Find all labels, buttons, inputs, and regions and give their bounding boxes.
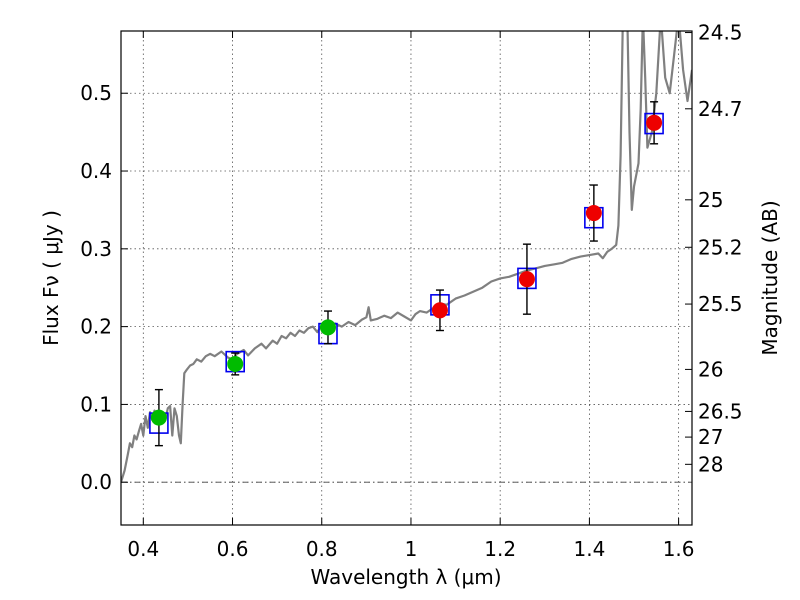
x-tick-label: 1.6 [663, 537, 695, 561]
x-tick-label: 1.2 [484, 537, 516, 561]
y-tick-label: 0.5 [80, 81, 112, 105]
observed-point [150, 409, 167, 426]
right-tick-label: 25 [698, 188, 723, 212]
observed-point [319, 319, 336, 336]
y-tick-label: 0.2 [80, 315, 112, 339]
right-axis-title: Magnitude (AB) [758, 200, 782, 355]
right-tick-label: 25.2 [698, 235, 743, 259]
observed-point [227, 355, 244, 372]
y-tick-label: 0.0 [80, 470, 112, 494]
right-tick-label: 28 [698, 452, 723, 476]
x-axis-title: Wavelength λ (μm) [310, 565, 501, 589]
right-tick-label: 24.7 [698, 97, 743, 121]
plot-frame [120, 30, 693, 526]
x-tick-label: 0.8 [306, 537, 338, 561]
y-tick-label: 0.4 [80, 159, 112, 183]
right-tick-label: 27 [698, 425, 723, 449]
right-tick-label: 24.5 [698, 21, 743, 45]
right-tick-label: 25.5 [698, 292, 743, 316]
axis-ticks: 0.4 0.6 0.8 1 1.2 1.4 1.6 0.0 0.1 0.2 0.3 0.4 0.5 24.… [80, 21, 742, 561]
y-axis-title: Flux Fν ( μJy ) [39, 210, 63, 346]
x-tick-label: 1.4 [573, 537, 605, 561]
x-tick-label: 0.4 [127, 537, 159, 561]
y-tick-label: 0.1 [80, 392, 112, 416]
plot-area [121, 31, 692, 483]
y-tick-label: 0.3 [80, 237, 112, 261]
right-tick-label: 26.5 [698, 399, 743, 423]
x-tick-label: 1 [405, 537, 418, 561]
observed-point [431, 302, 448, 319]
observed-point [646, 114, 663, 131]
observed-point [518, 271, 535, 288]
x-tick-label: 0.6 [217, 537, 249, 561]
grid [121, 31, 692, 525]
model-sed-line [121, 31, 692, 483]
right-tick-label: 26 [698, 357, 723, 381]
observed-point [585, 205, 602, 222]
